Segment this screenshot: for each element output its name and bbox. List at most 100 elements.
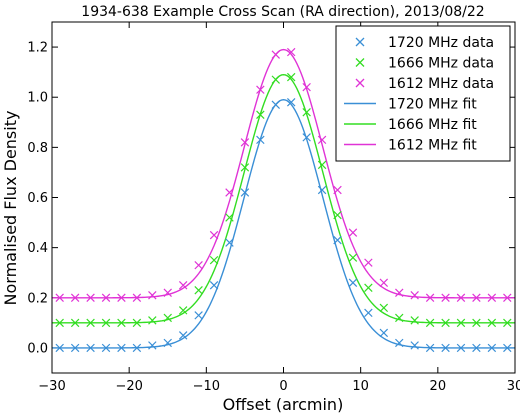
data-point-1720 [256, 135, 265, 145]
data-point-1720 [194, 311, 203, 320]
data-point-1612 [441, 293, 450, 303]
data-point-1612 [194, 260, 203, 270]
data-point-1666 [456, 318, 466, 328]
data-point-1720 [117, 343, 126, 353]
data-point-1666 [364, 283, 373, 292]
data-point-1666 [348, 253, 358, 262]
data-point-1720 [101, 343, 111, 353]
legend-marker [355, 58, 365, 67]
data-point-1666 [240, 163, 250, 172]
data-point-1612 [302, 82, 311, 92]
data-point-1666 [271, 75, 281, 84]
data-point-1612 [487, 293, 497, 303]
data-point-1666 [101, 318, 111, 328]
data-point-1612 [379, 278, 389, 287]
data-point-1720 [317, 185, 327, 195]
data-point-1666 [487, 318, 497, 328]
data-point-1612 [225, 188, 234, 197]
data-point-1612 [425, 293, 435, 303]
x-tick-label: −20 [115, 379, 142, 394]
data-point-1666 [117, 318, 126, 328]
x-tick-label: −30 [38, 379, 65, 394]
data-point-1612 [240, 138, 250, 147]
data-point-1612 [410, 291, 419, 300]
fit-curves [52, 48, 515, 349]
data-point-1666 [286, 72, 296, 82]
data-point-1666 [148, 316, 157, 325]
data-point-1612 [70, 293, 80, 303]
data-point-1720 [441, 343, 450, 353]
y-tick-label: 0.8 [27, 141, 48, 156]
data-point-1612 [55, 293, 64, 303]
data-point-1612 [364, 258, 373, 267]
data-point-1612 [472, 293, 481, 303]
x-tick-label: 20 [430, 379, 447, 394]
data-point-1720 [70, 343, 80, 353]
fit-line-1720 [52, 99, 515, 349]
data-point-1666 [209, 255, 219, 265]
data-point-1612 [117, 293, 126, 303]
x-tick-label: 10 [352, 379, 369, 394]
data-point-1720 [364, 308, 373, 318]
chart-title: 1934-638 Example Cross Scan (RA directio… [81, 4, 484, 20]
data-point-1720 [225, 238, 234, 247]
data-point-1720 [410, 341, 419, 350]
data-point-1612 [395, 288, 404, 297]
x-axis-ticks: −30 −20 −10 0 10 20 30 [38, 22, 520, 394]
legend-box [335, 25, 511, 162]
y-tick-label: 0.0 [27, 341, 48, 356]
data-point-1612 [503, 293, 512, 303]
fit-line-1666 [52, 73, 515, 324]
data-point-1720 [348, 278, 358, 287]
data-point-1612 [163, 288, 172, 297]
data-point-1612 [148, 291, 157, 300]
data-point-1720 [503, 343, 512, 353]
legend-label: 1612 MHz fit [388, 138, 477, 154]
data-point-1612 [348, 228, 358, 237]
data-point-1666 [86, 318, 95, 328]
data-point-1666 [132, 318, 142, 328]
data-point-1612 [256, 85, 265, 94]
x-tick-label: 0 [279, 379, 287, 394]
legend: 1720 MHz data 1666 MHz data 1612 MHz data 1… [335, 25, 511, 162]
data-point-1720 [487, 343, 497, 353]
data-markers [55, 47, 512, 353]
data-point-1720 [209, 281, 219, 290]
data-point-1720 [148, 341, 157, 350]
y-axis-label: Normalised Flux Density [1, 111, 20, 306]
data-point-1720 [55, 343, 64, 353]
data-point-1666 [194, 286, 203, 295]
data-point-1612 [271, 50, 281, 59]
data-point-1612 [286, 47, 296, 57]
data-point-1720 [178, 331, 188, 340]
data-point-1666 [425, 318, 435, 328]
data-point-1720 [379, 328, 389, 338]
legend-label: 1612 MHz data [388, 76, 494, 92]
y-tick-label: 0.4 [27, 241, 48, 256]
data-point-1666 [379, 303, 389, 313]
data-point-1666 [472, 318, 481, 328]
data-point-1720 [395, 338, 404, 348]
y-axis-ticks: 0.0 0.2 0.4 0.6 0.8 1.0 1.2 [27, 41, 515, 356]
data-point-1720 [271, 100, 281, 109]
data-point-1666 [70, 318, 80, 328]
data-point-1720 [286, 98, 296, 107]
x-axis-label: Offset (arcmin) [223, 395, 344, 414]
fit-line-1612 [52, 48, 515, 299]
data-point-1666 [333, 210, 342, 220]
data-point-1612 [456, 293, 466, 303]
data-point-1720 [86, 343, 95, 353]
data-point-1612 [209, 230, 219, 240]
data-point-1720 [240, 188, 250, 197]
data-point-1612 [317, 135, 327, 145]
data-point-1720 [132, 343, 142, 353]
data-point-1666 [163, 313, 172, 323]
data-point-1720 [456, 343, 466, 353]
y-tick-label: 1.0 [27, 91, 48, 106]
legend-label: 1720 MHz fit [388, 97, 477, 113]
data-point-1666 [225, 213, 234, 222]
y-tick-label: 1.2 [27, 41, 48, 56]
data-point-1720 [333, 235, 342, 245]
data-point-1720 [302, 133, 311, 142]
